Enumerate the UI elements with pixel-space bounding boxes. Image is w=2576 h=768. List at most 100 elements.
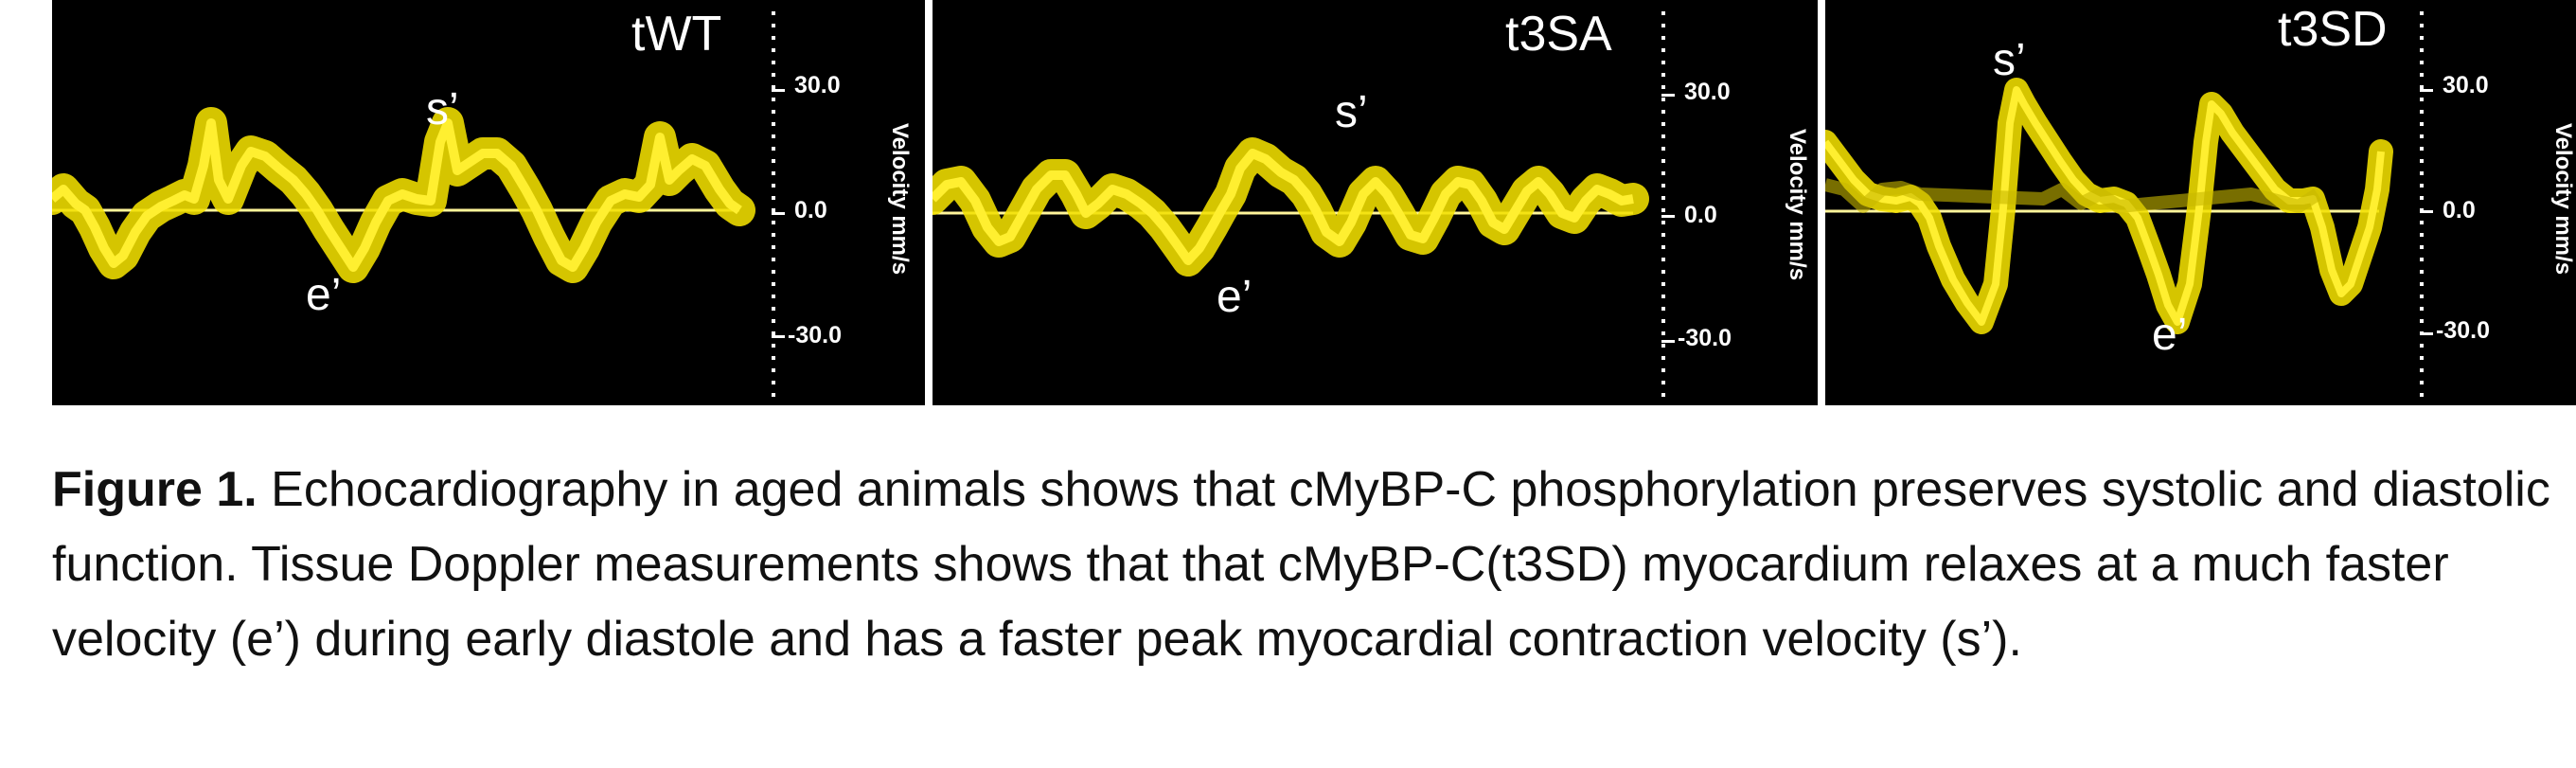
scale-dot (772, 36, 775, 40)
scale-dot (1661, 36, 1665, 40)
velocity-trace-core (52, 118, 742, 272)
tick-label-zero: 0.0 (2443, 197, 2476, 223)
scale-major-tick (1661, 94, 1675, 97)
scale-dot (772, 73, 775, 77)
scale-dot (1661, 295, 1665, 298)
velocity-axis-label: Velocity mm/s (2550, 122, 2576, 276)
scale-dot (1661, 134, 1665, 138)
scale-dot (772, 159, 775, 163)
scale-dot (772, 110, 775, 114)
scale-dot (2420, 282, 2424, 286)
scale-major-tick (2420, 332, 2433, 335)
doppler-trace-t3sa (933, 11, 1675, 397)
scale-dot (1661, 245, 1665, 249)
scale-dot (1661, 331, 1665, 335)
scale-dot (772, 258, 775, 261)
scale-dot (1661, 356, 1665, 360)
scale-dot (1661, 147, 1665, 151)
scale-dot (1661, 24, 1665, 27)
scale-dot (1661, 98, 1665, 101)
scale-major-tick (772, 89, 785, 92)
doppler-panel-t3sa: t3SA s’ e’ 30.0 0.0 -30.0 Velocity mm/s (933, 0, 1818, 405)
scale-dot (1661, 208, 1665, 212)
scale-dot (2420, 258, 2424, 261)
annotation-s-prime: s’ (1335, 87, 1368, 137)
tick-label-top: 30.0 (794, 72, 841, 98)
scale-dot (2420, 270, 2424, 274)
doppler-panel-t3sd: t3SD s’ e’ 30.0 0.0 -30.0 Velocity mm/s (1825, 0, 2576, 405)
scale-major-tick (2420, 210, 2433, 213)
scale-dot (772, 122, 775, 126)
scale-dot (772, 98, 775, 101)
scale-dot (772, 171, 775, 175)
scale-dot (772, 245, 775, 249)
scale-dot (772, 270, 775, 274)
scale-dot (2420, 171, 2424, 175)
scale-dot (1661, 85, 1665, 89)
figure-caption: Figure 1. Echocardiography in aged anima… (52, 453, 2551, 677)
scale-dot (2420, 221, 2424, 224)
scale-dot (2420, 147, 2424, 151)
panel-title-t3sa: t3SA (1505, 7, 1612, 62)
scale-dot (2420, 393, 2424, 397)
scale-dot (2420, 344, 2424, 348)
scale-dot (772, 295, 775, 298)
scale-dot (772, 11, 775, 15)
velocity-axis-ticks (1661, 11, 1675, 397)
velocity-trace-noise (1825, 178, 2321, 213)
scale-dot (772, 344, 775, 348)
scale-dot (772, 134, 775, 138)
scale-dot (2420, 233, 2424, 237)
scale-dot (772, 48, 775, 52)
scale-dot (772, 356, 775, 360)
annotation-e-prime: e’ (306, 270, 342, 320)
caption-text: Echocardiography in aged animals shows t… (52, 462, 2550, 667)
scale-dot (2420, 196, 2424, 200)
annotation-e-prime: e’ (2152, 310, 2188, 360)
scale-dot (1661, 11, 1665, 15)
velocity-axis-label: Velocity mm/s (887, 122, 914, 276)
scale-dot (2420, 184, 2424, 188)
velocity-axis-label: Velocity mm/s (1785, 128, 1811, 281)
scale-dot (2420, 36, 2424, 40)
scale-dot (2420, 85, 2424, 89)
scale-dot (1661, 159, 1665, 163)
scale-dot (2420, 159, 2424, 163)
scale-dot (772, 368, 775, 372)
scale-dot (772, 24, 775, 27)
scale-dot (772, 208, 775, 212)
scale-dot (1661, 258, 1665, 261)
scale-major-tick (1661, 215, 1675, 218)
scale-dot (2420, 295, 2424, 298)
scale-dot (1661, 282, 1665, 286)
scale-dot (772, 331, 775, 335)
scale-dot (2420, 134, 2424, 138)
scale-dot (772, 233, 775, 237)
scale-dot (1661, 233, 1665, 237)
tick-label-top: 30.0 (1684, 79, 1731, 105)
annotation-s-prime: s’ (426, 84, 459, 134)
scale-dot (2420, 73, 2424, 77)
scale-major-tick (2420, 89, 2433, 92)
tick-label-top: 30.0 (2443, 72, 2489, 98)
doppler-trace-t3sd (1825, 11, 2433, 397)
scale-dot (1661, 344, 1665, 348)
scale-dot (772, 307, 775, 311)
scale-dot (772, 147, 775, 151)
scale-major-tick (772, 335, 785, 338)
scale-dot (1661, 171, 1665, 175)
doppler-trace-twt (52, 11, 785, 397)
scale-dot (2420, 319, 2424, 323)
scale-dot (2420, 98, 2424, 101)
scale-dot (2420, 356, 2424, 360)
scale-dot (1661, 270, 1665, 274)
scale-dot (772, 381, 775, 384)
scale-dot (772, 282, 775, 286)
scale-dot (2420, 245, 2424, 249)
tick-label-zero: 0.0 (1684, 202, 1717, 228)
velocity-axis-ticks (2420, 11, 2433, 397)
scale-dot (1661, 122, 1665, 126)
scale-major-tick (772, 212, 785, 215)
scale-dot (1661, 221, 1665, 224)
scale-dot (1661, 73, 1665, 77)
